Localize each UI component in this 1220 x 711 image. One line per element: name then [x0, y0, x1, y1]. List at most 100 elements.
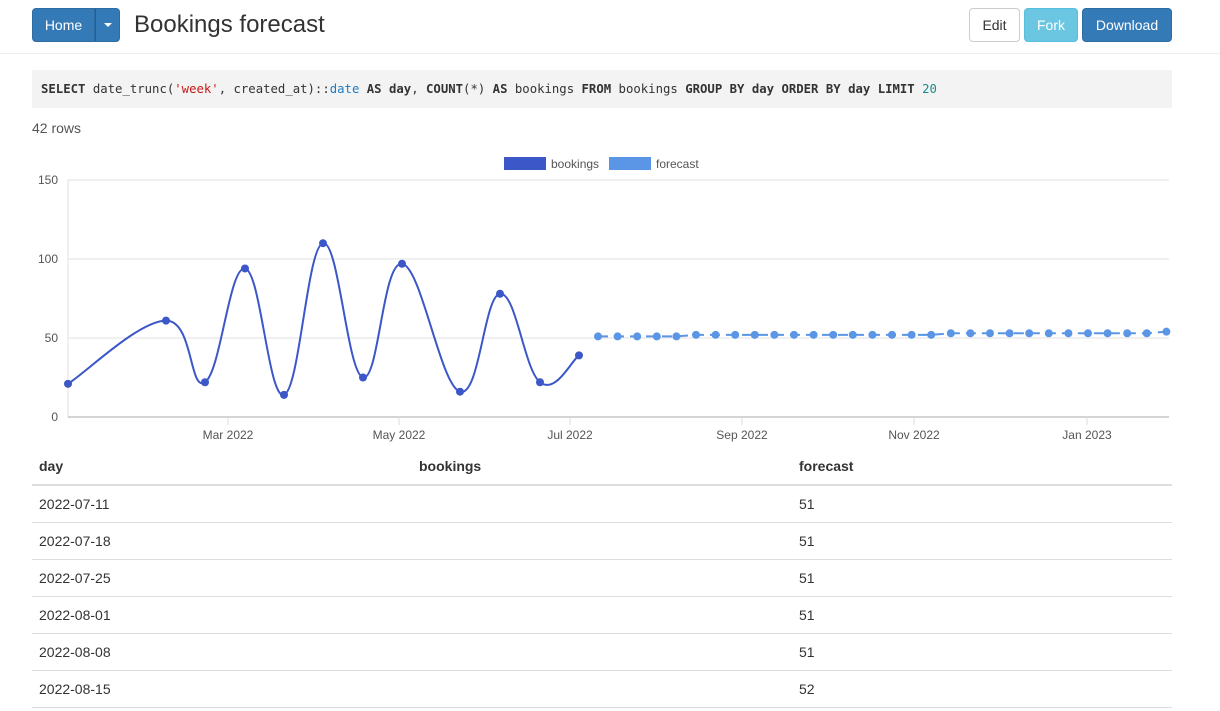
- column-header-bookings: bookings: [412, 448, 792, 486]
- cell-forecast: 51: [792, 596, 1172, 634]
- forecast-point: [1142, 329, 1151, 338]
- column-header-day: day: [32, 448, 412, 486]
- cell-bookings: [412, 596, 792, 634]
- chart-canvas: 0 50 100 150 Mar 2022 May 2022 Jul 2022 Sep 202…: [38, 157, 1171, 442]
- cell-bookings: [412, 559, 792, 597]
- forecast-point: [907, 330, 916, 339]
- legend-swatch-bookings: [504, 157, 546, 170]
- forecast-point: [790, 330, 798, 339]
- cell-bookings: [412, 485, 792, 523]
- forecast-point: [633, 332, 642, 341]
- home-button-group: Home: [32, 8, 120, 42]
- forecast-point: [848, 330, 857, 339]
- results-table: day bookings forecast 2022-07-11 51 2022…: [32, 448, 1172, 708]
- table-row: 2022-08-15 52: [32, 670, 1172, 708]
- forecast-point: [1025, 329, 1034, 338]
- caret-down-icon: [103, 23, 112, 27]
- forecast-point: [966, 329, 975, 338]
- x-tick-label: Jan 2023: [1062, 428, 1112, 442]
- forecast-point: [1123, 329, 1132, 338]
- action-buttons: Edit Fork Download: [969, 8, 1172, 42]
- forecast-point: [594, 332, 602, 341]
- cell-forecast: 52: [792, 670, 1172, 708]
- forecast-point: [888, 330, 896, 339]
- column-header-forecast: forecast: [792, 448, 1172, 486]
- forecast-point: [672, 332, 681, 341]
- forecast-point: [692, 330, 700, 339]
- cell-forecast: 51: [792, 559, 1172, 597]
- cell-bookings: [412, 522, 792, 560]
- legend-label-forecast: forecast: [656, 157, 699, 171]
- forecast-point: [1064, 329, 1073, 338]
- bookings-point: [64, 379, 72, 388]
- bookings-point: [241, 264, 249, 273]
- home-button[interactable]: Home: [32, 8, 95, 42]
- forecast-point: [946, 329, 955, 338]
- forecast-point: [652, 332, 661, 341]
- forecast-point: [1044, 329, 1053, 338]
- bookings-point: [496, 289, 504, 298]
- bookings-point: [201, 378, 209, 387]
- forecast-point: [613, 332, 622, 341]
- bookings-point: [575, 351, 583, 360]
- bookings-point: [536, 378, 544, 387]
- sql-query: SELECT date_trunc('week', created_at)::d…: [32, 70, 1172, 108]
- x-tick-label: Nov 2022: [888, 428, 940, 442]
- table-row: 2022-08-01 51: [32, 596, 1172, 634]
- fork-button[interactable]: Fork: [1024, 8, 1078, 42]
- cell-day: 2022-08-01: [32, 596, 412, 634]
- x-tick-label: Mar 2022: [203, 428, 254, 442]
- cell-bookings: [412, 670, 792, 708]
- cell-forecast: 51: [792, 485, 1172, 523]
- forecast-point: [711, 330, 720, 339]
- forecast-point: [1103, 329, 1112, 338]
- cell-day: 2022-07-25: [32, 559, 412, 597]
- bookings-point: [398, 259, 406, 268]
- home-dropdown-toggle[interactable]: [95, 8, 120, 42]
- forecast-point: [750, 330, 759, 339]
- x-tick-label: May 2022: [373, 428, 426, 442]
- bookings-point: [280, 390, 288, 399]
- bookings-point: [162, 316, 170, 325]
- cell-day: 2022-07-11: [32, 485, 412, 523]
- x-tick-label: Jul 2022: [547, 428, 593, 442]
- y-tick-label: 150: [38, 173, 58, 187]
- top-bar: Home Bookings forecast Edit Fork Downloa…: [0, 0, 1220, 54]
- y-tick-label: 50: [45, 331, 59, 345]
- forecast-point: [731, 330, 740, 339]
- forecast-point: [986, 329, 994, 338]
- table-row: 2022-08-08 51: [32, 633, 1172, 671]
- cell-day: 2022-08-15: [32, 670, 412, 708]
- forecast-line: [598, 330, 1167, 338]
- table-row: 2022-07-11 51: [32, 485, 1172, 523]
- forecast-point: [868, 330, 877, 339]
- legend-label-bookings: bookings: [551, 157, 599, 171]
- table-row: 2022-07-18 51: [32, 522, 1172, 560]
- row-count: 42 rows: [32, 120, 82, 136]
- cell-forecast: 51: [792, 522, 1172, 560]
- edit-button[interactable]: Edit: [969, 8, 1020, 42]
- forecast-point: [927, 330, 936, 339]
- forecast-point: [829, 330, 838, 339]
- forecast-point: [770, 330, 779, 339]
- table-row: 2022-07-25 51: [32, 559, 1172, 597]
- bookings-point: [359, 373, 367, 382]
- y-tick-label: 100: [38, 252, 58, 266]
- cell-day: 2022-08-08: [32, 633, 412, 671]
- cell-day: 2022-07-18: [32, 522, 412, 560]
- bookings-point: [319, 239, 327, 248]
- x-tick-label: Sep 2022: [716, 428, 768, 442]
- bookings-point: [456, 387, 464, 396]
- forecast-point: [809, 330, 818, 339]
- download-button[interactable]: Download: [1082, 8, 1172, 42]
- line-chart: 0 50 100 150 Mar 2022 May 2022 Jul 2022 Sep 202…: [0, 150, 1220, 450]
- forecast-point: [1005, 329, 1014, 338]
- y-tick-label: 0: [51, 410, 58, 424]
- page-title: Bookings forecast: [134, 11, 325, 38]
- bookings-line: [67, 242, 580, 396]
- forecast-point: [1162, 327, 1171, 336]
- legend-swatch-forecast: [609, 157, 651, 170]
- table-header-row: day bookings forecast: [32, 448, 1172, 486]
- forecast-point: [1084, 329, 1092, 338]
- cell-forecast: 51: [792, 633, 1172, 671]
